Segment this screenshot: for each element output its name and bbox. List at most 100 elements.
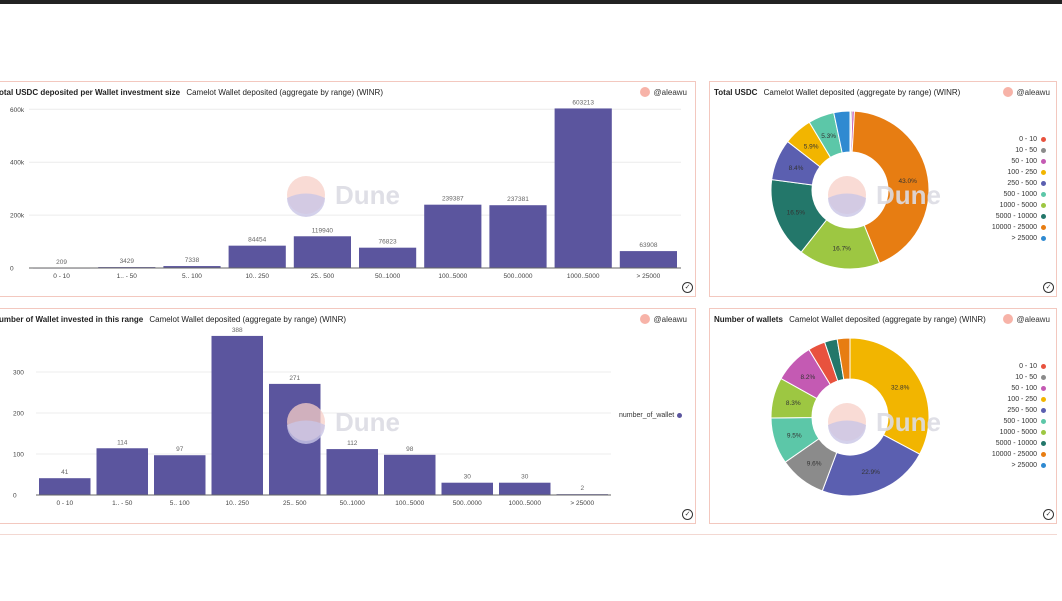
legend-item[interactable]: > 25000: [992, 233, 1046, 244]
x-tick-label: 500..0000: [504, 273, 533, 280]
avatar: [639, 314, 650, 324]
legend-item[interactable]: 500 - 1000: [992, 189, 1046, 200]
check-icon[interactable]: ✓: [1043, 282, 1054, 293]
legend-label: 250 - 500: [1007, 407, 1037, 414]
bar: [326, 449, 378, 495]
legend-dot: [1041, 147, 1046, 153]
slice-label: 9.6%: [807, 461, 822, 468]
slice-label: 5.3%: [821, 133, 836, 140]
legend-label: 5000 - 10000: [995, 440, 1037, 447]
legend-label: 100 - 250: [1007, 396, 1037, 403]
x-tick-label: 500..0000: [453, 500, 482, 507]
legend-item[interactable]: 250 - 500: [992, 405, 1046, 416]
bar-value-label: 112: [347, 440, 358, 447]
bar: [39, 478, 91, 495]
bar-legend: number_of_wallet: [619, 412, 683, 419]
watermark-text: Dune: [335, 180, 400, 210]
pie-slice: [833, 110, 851, 154]
y-tick-label: 200: [13, 411, 24, 418]
panel-usdc-pie: Total USDC Camelot Wallet deposited (agg…: [709, 81, 1057, 297]
check-icon[interactable]: ✓: [682, 282, 693, 293]
panel-title: umber of Wallet invested in this range C…: [0, 315, 346, 324]
legend-item[interactable]: 1000 - 5000: [992, 200, 1046, 211]
author-name: @aleawu: [1016, 314, 1050, 324]
x-tick-label: 1.. - 50: [112, 500, 133, 507]
legend-label: 50 - 100: [1011, 385, 1037, 392]
panel-title-text: otal USDC deposited per Wallet investmen…: [0, 88, 181, 97]
pie-slice: [821, 434, 921, 497]
slice-label: 9.5%: [787, 432, 802, 439]
bar-value-label: 7338: [185, 257, 200, 264]
legend-label: 0 - 10: [1019, 136, 1037, 143]
avatar: [639, 87, 650, 97]
slice-label: 22.9%: [861, 469, 880, 476]
bar-value-label: 239387: [442, 196, 464, 203]
avatar: [1002, 314, 1013, 324]
legend-item[interactable]: 10 - 50: [992, 145, 1046, 156]
legend-item[interactable]: 10 - 50: [992, 372, 1046, 383]
legend-dot: [1041, 235, 1046, 241]
pie-chart-usdc: 43.0% 16.7% 16.5% 8.4% 5.9%5.3% Dune: [770, 110, 941, 270]
legend-item[interactable]: 0 - 10: [992, 361, 1046, 372]
legend-item[interactable]: > 25000: [992, 460, 1046, 471]
panel-title: Number of wallets Camelot Wallet deposit…: [714, 315, 986, 324]
bar-legend-label: number_of_wallet: [619, 412, 675, 419]
legend-item[interactable]: 10000 - 25000: [992, 222, 1046, 233]
bar: [228, 245, 286, 268]
author-link[interactable]: @aleawu: [639, 314, 687, 324]
x-tick-label: 25.. 500: [311, 273, 335, 280]
legend-label: > 25000: [1011, 235, 1038, 242]
legend-label: 1000 - 5000: [999, 429, 1037, 436]
y-tick-label: 600k: [10, 107, 25, 114]
bar-chart-usdc: 0 200k 400k 600k 209 0 - 10 3429 1.. - 50 7338 5.…: [10, 99, 681, 280]
legend-dot: [1041, 213, 1046, 219]
x-tick-label: 25.. 500: [283, 500, 307, 507]
author-name: @aleawu: [1016, 87, 1050, 97]
slice-label: 43.0%: [899, 178, 918, 185]
bar-value-label: 97: [176, 446, 184, 453]
x-tick-label: 0 - 10: [56, 500, 73, 507]
bar: [424, 204, 482, 268]
legend-item[interactable]: 10000 - 25000: [992, 449, 1046, 460]
legend-item[interactable]: 5000 - 10000: [992, 438, 1046, 449]
legend-dot: [1041, 191, 1046, 197]
bar-value-label: 41: [61, 469, 69, 476]
pie-chart-wallets: 32.8% 22.9% 9.6% 9.5% 8.3% 8.2% Dune: [770, 337, 941, 497]
top-bar: [0, 0, 1062, 4]
x-tick-label: 10.. 250: [226, 500, 250, 507]
panel-subtitle: Camelot Wallet deposited (aggregate by r…: [789, 315, 986, 324]
watermark-text: Dune: [876, 407, 941, 437]
legend-label: 500 - 1000: [1003, 191, 1037, 198]
bar: [96, 448, 148, 495]
legend-item[interactable]: 1000 - 5000: [992, 427, 1046, 438]
panel-title: otal USDC deposited per Wallet investmen…: [0, 88, 383, 97]
legend-item[interactable]: 50 - 100: [992, 383, 1046, 394]
legend-item[interactable]: 250 - 500: [992, 178, 1046, 189]
legend-label: > 25000: [1011, 462, 1038, 469]
y-tick-label: 300: [13, 370, 24, 377]
legend-dot: [1041, 407, 1046, 413]
legend-item[interactable]: 5000 - 10000: [992, 211, 1046, 222]
legend-item[interactable]: 100 - 250: [992, 167, 1046, 178]
legend-dot: [1041, 374, 1046, 380]
bar-value-label: 119940: [312, 227, 334, 234]
bar-value-label: 237381: [507, 196, 529, 203]
check-icon[interactable]: ✓: [682, 509, 693, 520]
bar: [293, 236, 351, 268]
check-icon[interactable]: ✓: [1043, 509, 1054, 520]
legend-label: 10 - 50: [1015, 147, 1037, 154]
bar-value-label: 84454: [248, 237, 266, 244]
slice-label: 8.4%: [789, 165, 804, 172]
panel-wallets-bar: umber of Wallet invested in this range C…: [0, 308, 696, 524]
pie-slice: [836, 337, 851, 381]
legend-item[interactable]: 500 - 1000: [992, 416, 1046, 427]
legend-item[interactable]: 50 - 100: [992, 156, 1046, 167]
y-tick-label: 0: [10, 266, 14, 273]
author-link[interactable]: @aleawu: [1002, 314, 1050, 324]
bar-value-label: 2: [580, 485, 584, 492]
legend-item[interactable]: 100 - 250: [992, 394, 1046, 405]
legend-item[interactable]: 0 - 10: [992, 134, 1046, 145]
author-link[interactable]: @aleawu: [1002, 87, 1050, 97]
legend-label: 10000 - 25000: [991, 451, 1037, 458]
author-link[interactable]: @aleawu: [639, 87, 687, 97]
